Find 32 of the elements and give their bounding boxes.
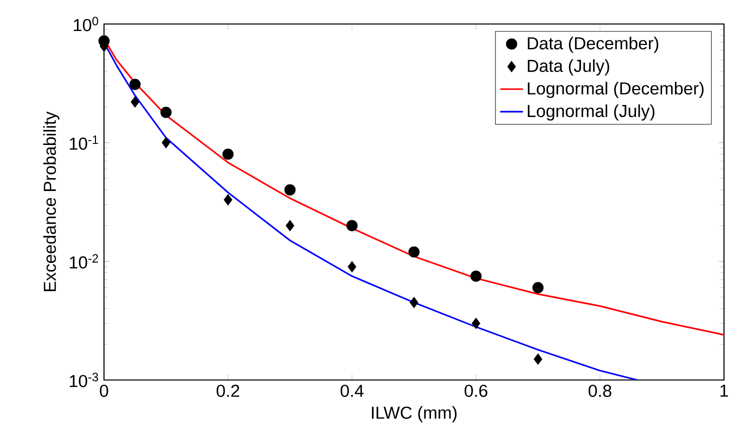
legend-label: Lognormal (July): [528, 104, 654, 121]
point: [284, 184, 296, 196]
y-tick-label: 10$^{-1}$: [70, 136, 98, 150]
point: [534, 353, 542, 365]
y-tick-label: 10$^{0}$: [74, 16, 98, 32]
x-tick-label: 1: [720, 384, 728, 397]
point: [160, 106, 172, 118]
x-tick-label: 0.6: [464, 384, 488, 397]
point: [470, 270, 482, 282]
point: [472, 318, 480, 329]
point: [222, 148, 234, 160]
x-tick-label: 0.2: [216, 384, 240, 397]
y-tick-label: 10$^{-3}$: [70, 372, 98, 388]
y-axis-title: Exceedance Probability: [43, 112, 60, 292]
legend-label: Data (December): [528, 36, 658, 53]
x-tick-label: 0: [100, 384, 108, 397]
legend-label: Data (July): [528, 59, 610, 76]
x-axis-title: ILWC (mm): [372, 406, 457, 422]
point: [408, 246, 420, 258]
legend-label: Lognormal (December): [528, 82, 704, 98]
x-tick-label: 0.4: [340, 384, 364, 397]
point: [348, 261, 356, 272]
y-tick-label: 10$^{-2}$: [70, 254, 98, 269]
point: [410, 296, 418, 308]
point: [162, 137, 170, 148]
point: [130, 96, 140, 108]
point: [286, 220, 294, 232]
point: [129, 78, 141, 90]
point: [532, 282, 544, 294]
x-tick-label: 0.8: [588, 384, 612, 397]
point: [224, 194, 232, 206]
point: [346, 220, 358, 232]
